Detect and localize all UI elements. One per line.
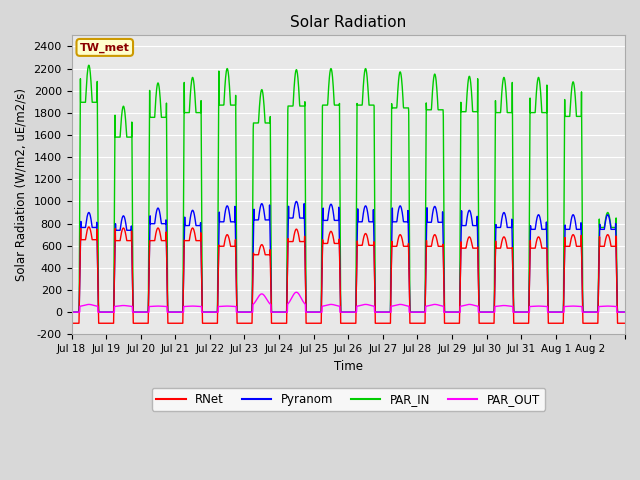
RNet <box>547 320 554 326</box>
Pyranom <box>68 309 76 315</box>
Title: Solar Radiation: Solar Radiation <box>290 15 406 30</box>
RNet <box>382 320 390 326</box>
RNet <box>621 320 629 326</box>
Pyranom <box>547 309 554 315</box>
PAR_IN <box>515 309 523 315</box>
RNet <box>614 305 621 311</box>
Pyranom <box>382 309 390 315</box>
Pyranom <box>614 305 621 311</box>
Pyranom <box>515 309 523 315</box>
Line: PAR_OUT: PAR_OUT <box>72 292 625 312</box>
PAR_OUT <box>547 309 554 315</box>
Line: Pyranom: Pyranom <box>72 202 625 312</box>
PAR_IN <box>382 309 390 315</box>
PAR_IN <box>68 309 76 315</box>
Pyranom <box>243 309 250 315</box>
Pyranom <box>621 309 629 315</box>
PAR_OUT <box>382 309 390 315</box>
PAR_OUT <box>68 309 76 315</box>
Line: RNet: RNet <box>72 227 625 323</box>
Pyranom <box>123 228 131 233</box>
Y-axis label: Solar Radiation (W/m2, uE/m2/s): Solar Radiation (W/m2, uE/m2/s) <box>15 88 28 281</box>
PAR_OUT <box>123 303 131 309</box>
PAR_OUT <box>621 309 629 315</box>
PAR_OUT <box>243 309 250 315</box>
PAR_OUT <box>292 289 300 295</box>
RNet <box>68 320 76 326</box>
PAR_IN <box>243 309 250 315</box>
RNet <box>124 238 131 243</box>
RNet <box>515 320 523 326</box>
PAR_OUT <box>614 309 621 315</box>
Text: TW_met: TW_met <box>80 42 130 52</box>
PAR_IN <box>614 303 621 309</box>
Legend: RNet, Pyranom, PAR_IN, PAR_OUT: RNet, Pyranom, PAR_IN, PAR_OUT <box>152 388 545 410</box>
PAR_IN <box>547 309 554 315</box>
Line: PAR_IN: PAR_IN <box>72 65 625 312</box>
RNet <box>85 224 93 230</box>
Pyranom <box>292 199 300 204</box>
X-axis label: Time: Time <box>334 360 363 372</box>
RNet <box>243 320 250 326</box>
PAR_IN <box>85 62 93 68</box>
PAR_OUT <box>515 309 523 315</box>
PAR_IN <box>621 309 629 315</box>
PAR_IN <box>124 134 131 140</box>
